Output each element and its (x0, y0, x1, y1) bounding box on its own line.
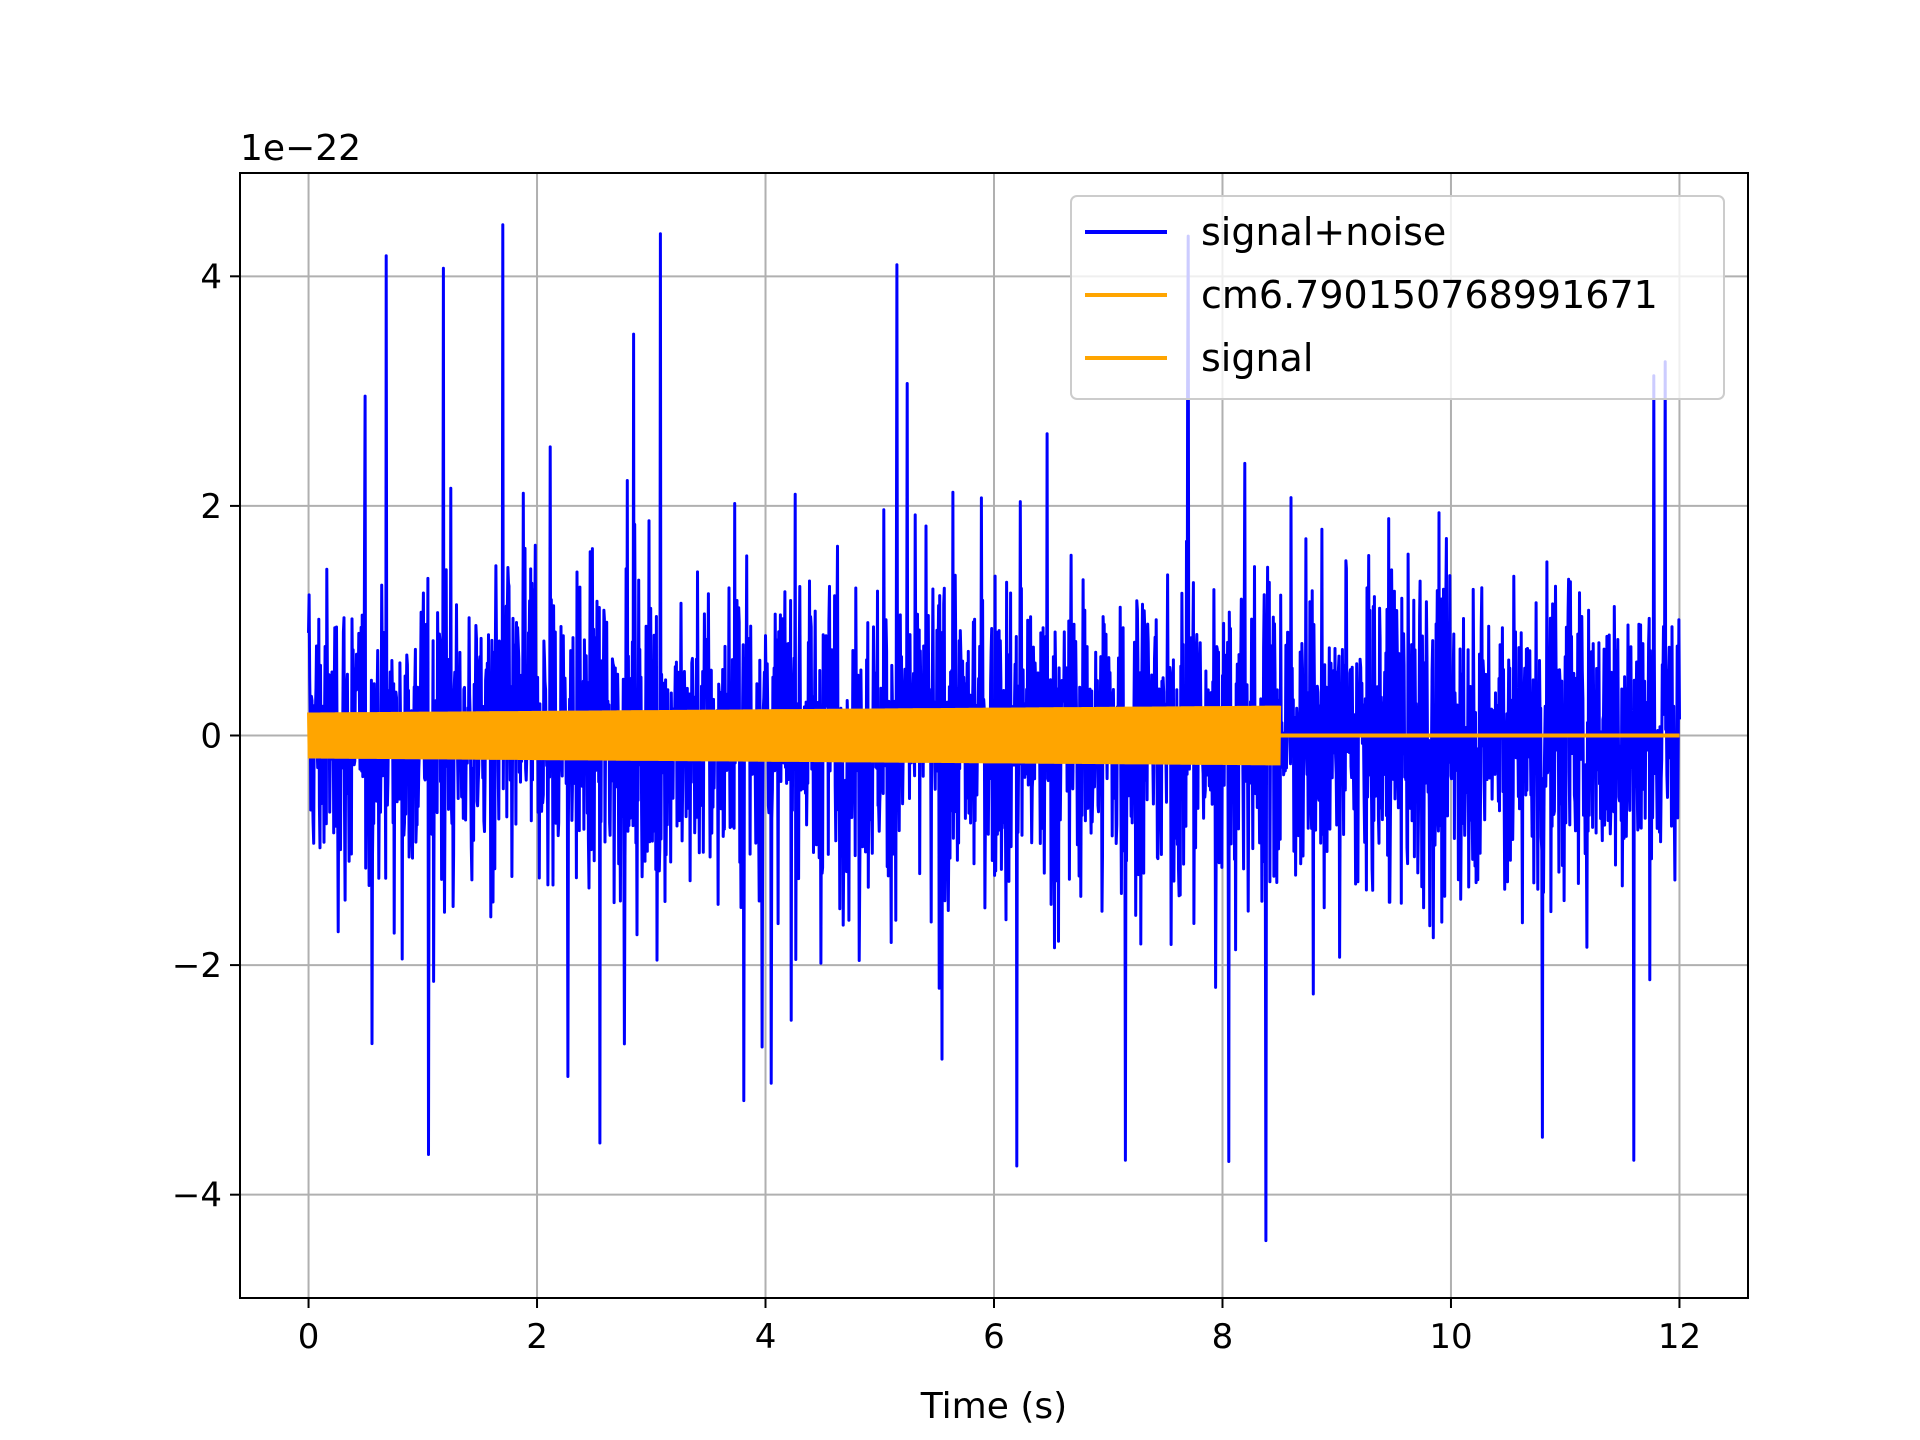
x-tick-label: 0 (298, 1317, 320, 1357)
legend-entry-label: cm6.790150768991671 (1201, 273, 1658, 317)
x-tick-label: 2 (526, 1317, 548, 1357)
x-tick-label: 10 (1429, 1317, 1472, 1357)
legend: signal+noise cm6.790150768991671 signal (1070, 195, 1725, 400)
legend-box (1070, 195, 1725, 400)
y-tick-label: 2 (200, 487, 222, 527)
x-tick-label: 12 (1658, 1317, 1701, 1357)
y-tick-label: 4 (200, 257, 222, 297)
x-axis-label: Time (s) (920, 1386, 1067, 1427)
y-tick-label: 0 (200, 717, 222, 757)
y-offset-label: 1e−22 (240, 128, 361, 169)
x-axis: 0 2 4 6 8 10 12 (298, 1298, 1701, 1357)
y-tick-label: −2 (172, 946, 222, 986)
x-tick-label: 6 (983, 1317, 1005, 1357)
y-axis: −4 −2 0 2 4 (172, 257, 240, 1216)
series-signal-chirp (307, 705, 1282, 766)
y-tick-label: −4 (172, 1176, 222, 1216)
x-tick-label: 4 (755, 1317, 777, 1357)
series-layer (307, 223, 1681, 1243)
legend-entry-label: signal+noise (1201, 210, 1446, 254)
x-tick-label: 8 (1212, 1317, 1234, 1357)
legend-entry-label: signal (1201, 336, 1313, 380)
